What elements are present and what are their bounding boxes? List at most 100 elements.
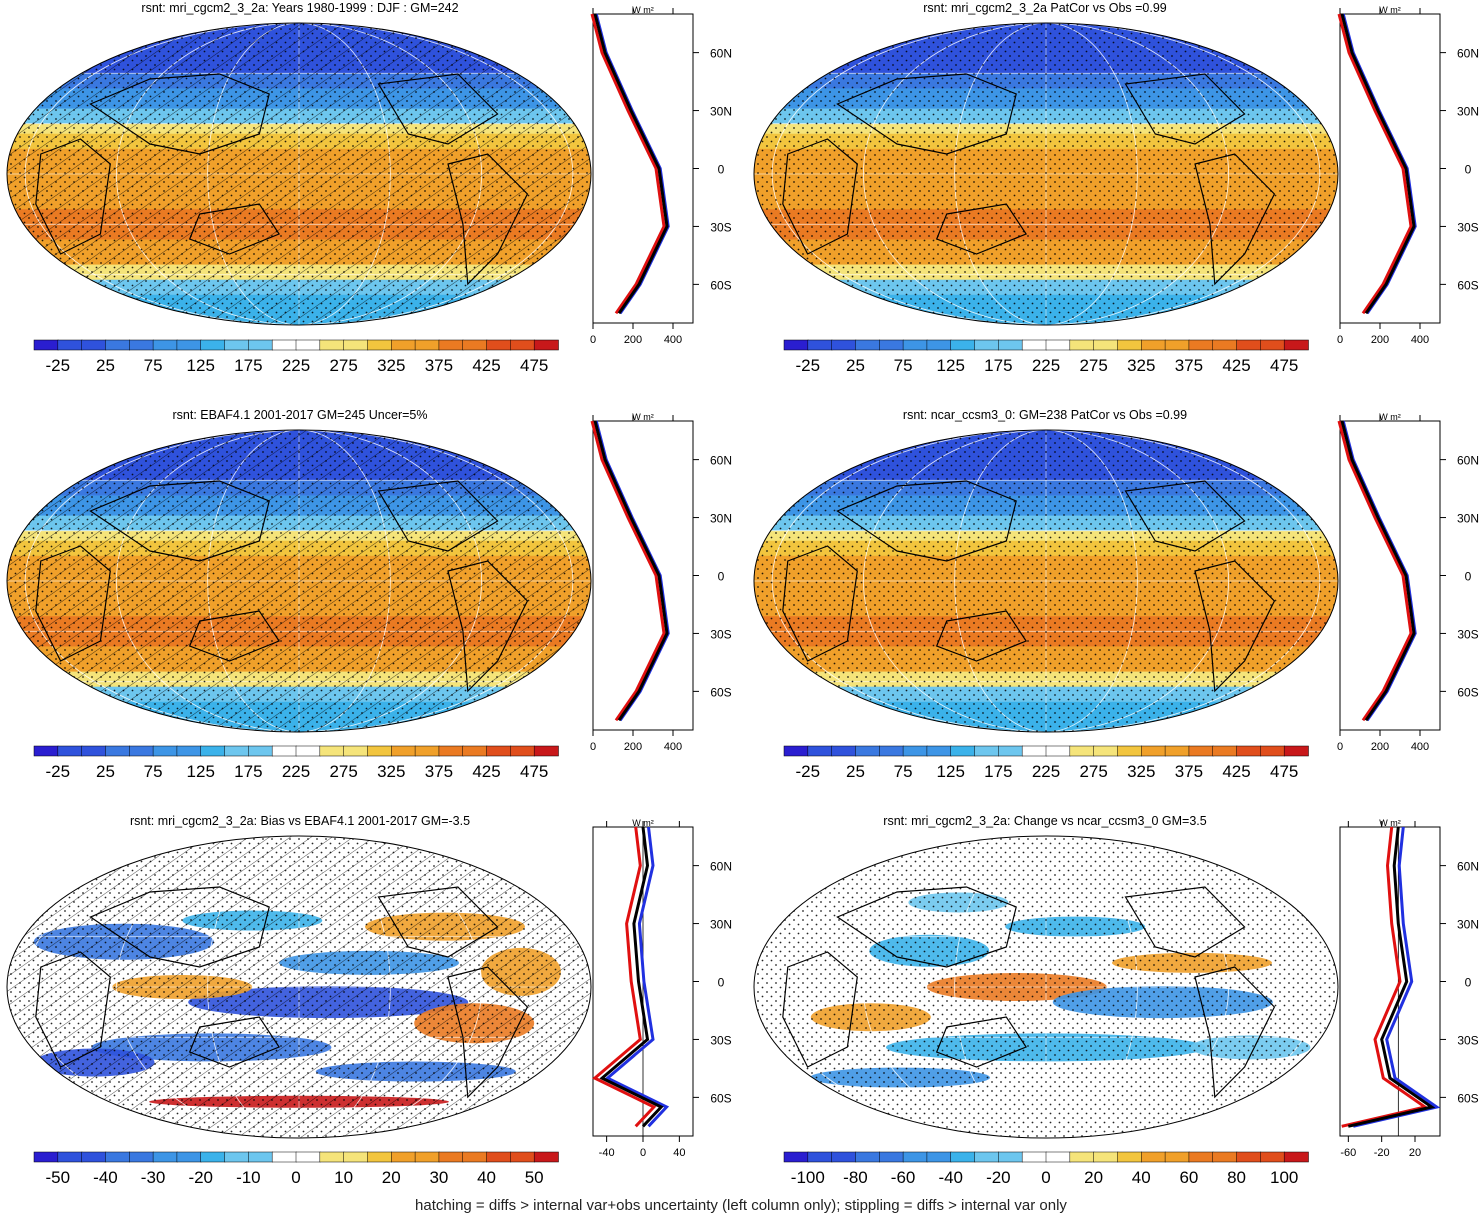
colorbar-segment <box>295 745 321 757</box>
colorbar-label: 25 <box>96 762 115 781</box>
colorbar-segment <box>33 745 59 757</box>
colorbar-label: -20 <box>986 1168 1011 1187</box>
colorbar-label: -25 <box>796 762 821 781</box>
colorbar-segment <box>367 339 393 351</box>
colorbar-segment <box>57 1151 83 1163</box>
colorbar-label: 0 <box>1041 1168 1050 1187</box>
colorbar-segment <box>855 339 881 351</box>
profile-x-label: 20 <box>1409 1147 1421 1159</box>
continent-outline <box>836 886 1017 968</box>
colorbar-segment <box>783 1151 809 1163</box>
colorbar-segment <box>176 1151 202 1163</box>
stipple-overlay <box>754 836 1338 1138</box>
colorbar-segment <box>1164 1151 1190 1163</box>
profile-lat-label: 30S <box>710 220 731 234</box>
colorbar-segment <box>1045 339 1071 351</box>
profile-x-label: 0 <box>590 334 596 346</box>
colorbar-segment <box>510 339 535 351</box>
colorbar-label: 75 <box>144 356 163 375</box>
colorbar-segment <box>974 745 1000 757</box>
zonal-profile: W m² 60N 30N 0 30S 60S -60 -20 20 <box>1339 818 1479 1159</box>
colorbar-segment <box>129 339 154 351</box>
profile-x-label: -60 <box>1340 1147 1356 1159</box>
colorbar-segment <box>902 1151 928 1163</box>
profile-lat-label: 60S <box>1457 685 1478 699</box>
colorbar-label: 125 <box>937 762 965 781</box>
map <box>7 836 591 1138</box>
continent-outline <box>782 951 858 1068</box>
colorbar-segment <box>533 339 559 351</box>
colorbar: -25 25 75 125 175 225 275 325 375 425 475 <box>33 339 559 375</box>
colorbar-segment <box>1069 339 1095 351</box>
colorbar-segment <box>1069 745 1095 757</box>
colorbar-segment <box>510 745 535 757</box>
colorbar-segment <box>295 339 321 351</box>
profile-line-red <box>1341 826 1429 1128</box>
colorbar-segment <box>1260 745 1285 757</box>
profile-units: W m² <box>632 5 654 15</box>
colorbar-segment <box>950 1151 976 1163</box>
panel-2: rsnt: mri_cgcm2_3_2a PatCor vs Obs =0.99… <box>753 1 1479 375</box>
colorbar-segment <box>224 1151 250 1163</box>
profile-lat-label: 60S <box>1457 278 1478 292</box>
stipple-overlay <box>754 23 1338 325</box>
panel-title: rsnt: EBAF4.1 2001-2017 GM=245 Uncer=5% <box>172 408 427 422</box>
colorbar-segment <box>1236 745 1262 757</box>
profile-x-label: 200 <box>624 741 642 753</box>
zonal-profile: W m² 60N 30N 0 30S 60S 0 200 400 <box>1337 412 1479 753</box>
colorbar-segment <box>224 339 250 351</box>
colorbar-segment <box>879 745 904 757</box>
continent-outline <box>1194 153 1276 286</box>
colorbar-label: 40 <box>1132 1168 1151 1187</box>
colorbar-label: 375 <box>425 356 453 375</box>
colorbar-segment <box>438 1151 464 1163</box>
profile-line-black <box>1347 826 1436 1128</box>
colorbar-segment <box>343 745 369 757</box>
colorbar-label: 325 <box>377 762 405 781</box>
colorbar-label: 325 <box>1127 762 1155 781</box>
colorbar-segment <box>998 1151 1023 1163</box>
profile-lat-label: 60S <box>710 685 731 699</box>
colorbar-segment <box>248 1151 273 1163</box>
colorbar-segment <box>224 745 250 757</box>
continent-outline <box>1124 480 1246 552</box>
colorbar-segment <box>1141 745 1166 757</box>
colorbar-segment <box>271 1151 297 1163</box>
colorbar-segment <box>391 339 416 351</box>
colorbar-label: 50 <box>525 1168 544 1187</box>
colorbar-segment <box>200 745 226 757</box>
colorbar-segment <box>391 1151 416 1163</box>
continent-outline <box>35 138 111 255</box>
profile-lat-label: 30N <box>1457 105 1479 119</box>
map <box>754 430 1338 732</box>
colorbar-label: 425 <box>1222 356 1250 375</box>
profile-x-label: 400 <box>664 741 682 753</box>
panel-title: rsnt: ncar_ccsm3_0: GM=238 PatCor vs Obs… <box>903 408 1187 422</box>
colorbar: -25 25 75 125 175 225 275 325 375 425 475 <box>33 745 559 781</box>
colorbar-segment <box>831 1151 857 1163</box>
colorbar-segment <box>367 1151 393 1163</box>
profile-units: W m² <box>1379 412 1401 422</box>
profile-lat-label: 30S <box>1457 220 1478 234</box>
colorbar-segment <box>1236 1151 1262 1163</box>
colorbar-segment <box>807 1151 833 1163</box>
colorbar-label: 275 <box>1079 762 1107 781</box>
colorbar-segment <box>879 1151 904 1163</box>
colorbar-label: -20 <box>188 1168 213 1187</box>
colorbar-segment <box>1021 745 1047 757</box>
colorbar-segment <box>1212 1151 1238 1163</box>
colorbar-label: -10 <box>236 1168 261 1187</box>
continent-outline <box>782 545 858 662</box>
colorbar-label: 325 <box>1127 356 1155 375</box>
profile-lat-label: 0 <box>718 570 725 584</box>
continent-outline <box>836 73 1017 155</box>
profile-line-black <box>1340 420 1416 722</box>
continent-outline <box>447 966 529 1099</box>
profile-lat-label: 60N <box>1457 860 1479 874</box>
colorbar-label: 125 <box>187 762 215 781</box>
colorbar-segment <box>1188 1151 1214 1163</box>
profile-lat-label: 0 <box>1465 570 1472 584</box>
map <box>7 430 591 732</box>
colorbar-segment <box>831 339 857 351</box>
colorbar-label: 475 <box>520 356 548 375</box>
